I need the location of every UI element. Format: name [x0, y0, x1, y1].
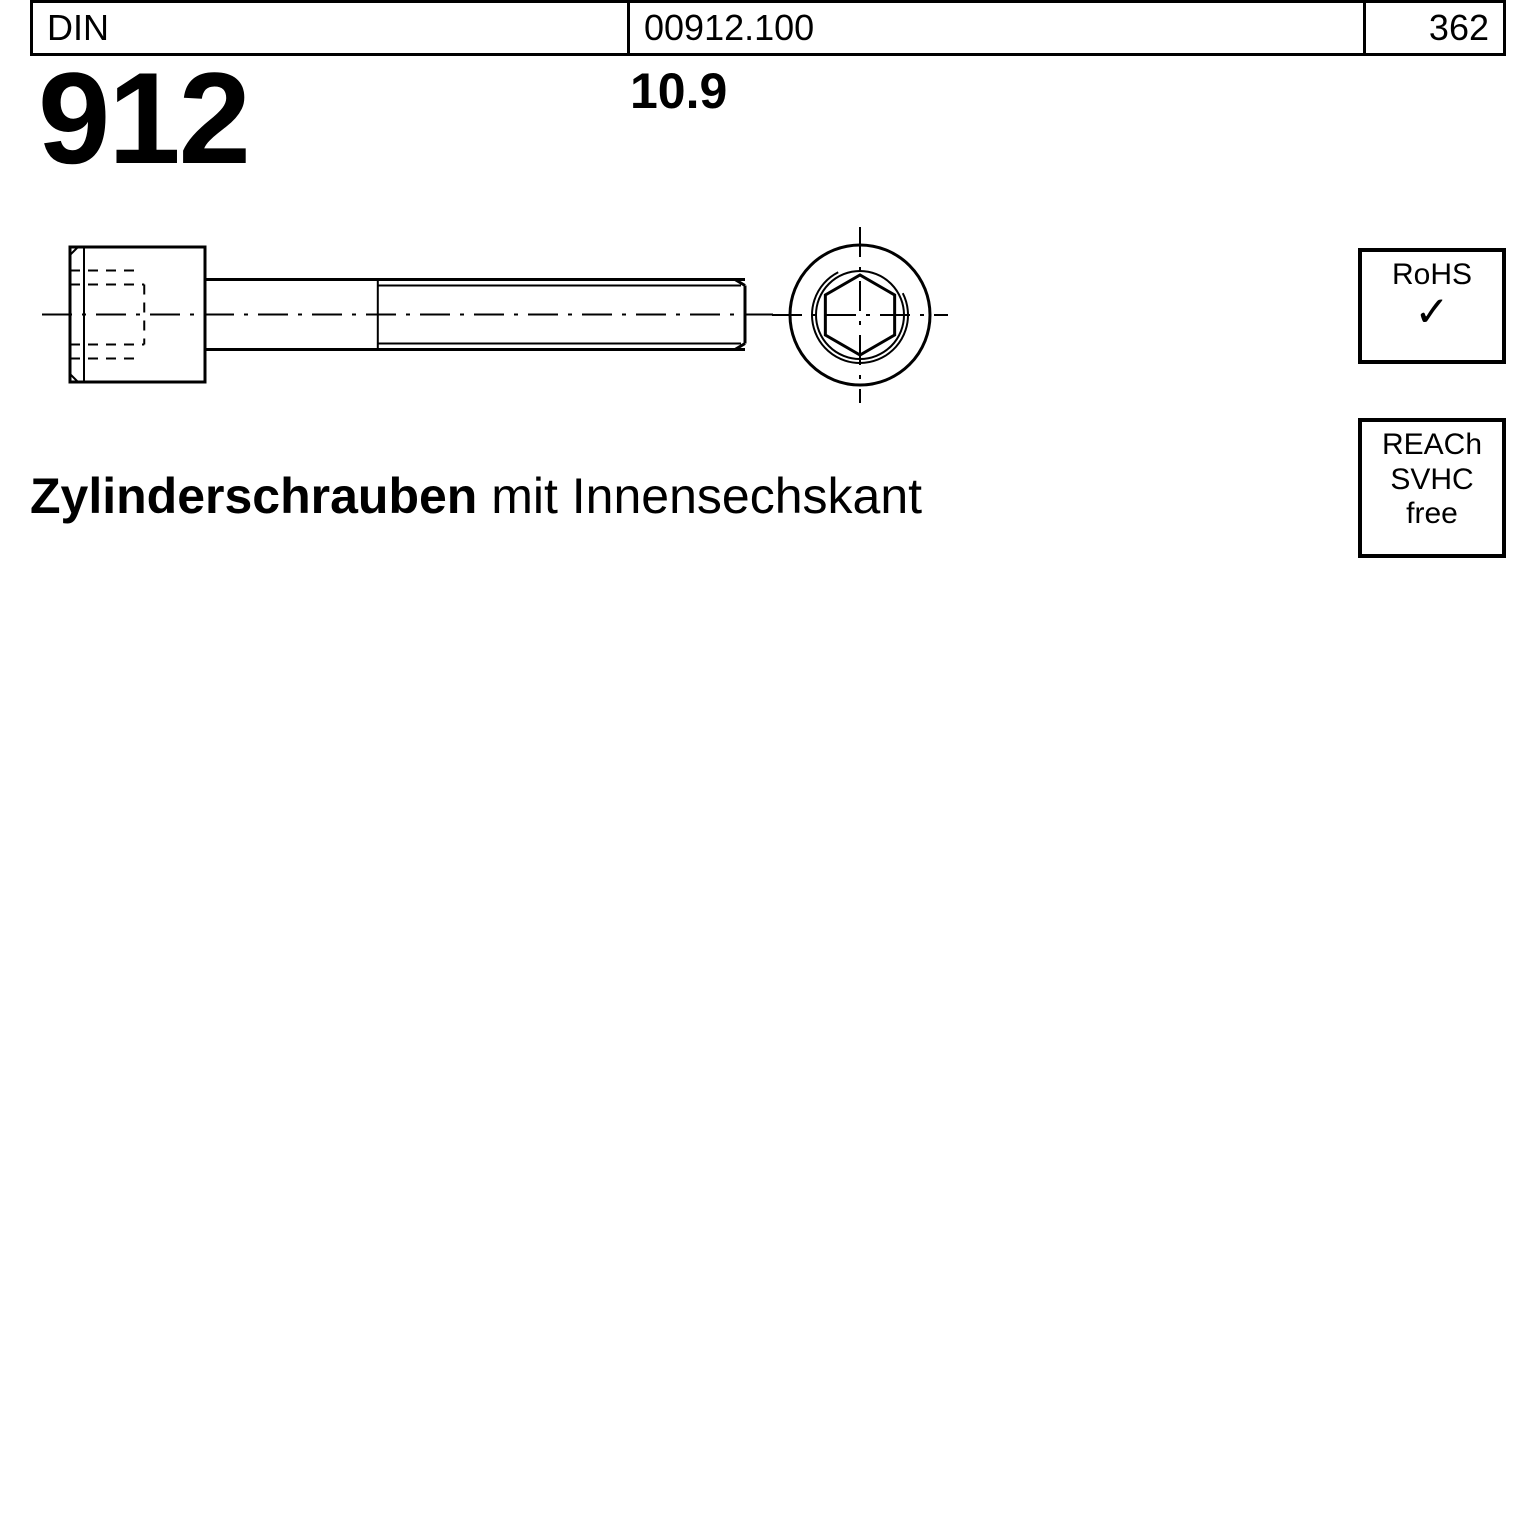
header-label-code: 00912.100	[630, 3, 1366, 53]
technical-drawing	[30, 217, 1506, 427]
reach-line3: free	[1366, 497, 1498, 532]
standard-number: 912	[30, 60, 630, 177]
description-rest: mit Innensechskant	[477, 468, 922, 524]
reach-line1: REACh	[1366, 428, 1498, 463]
sub-header-row: 912 10.9	[30, 56, 1506, 177]
reach-line2: SVHC	[1366, 463, 1498, 498]
strength-grade: 10.9	[630, 60, 727, 120]
reach-badge: REACh SVHC free	[1358, 418, 1506, 558]
header-row: DIN 00912.100 362	[30, 0, 1506, 56]
header-label-page: 362	[1366, 3, 1506, 53]
description-text: Zylinderschrauben mit Innensechskant	[30, 467, 922, 525]
description-row: Zylinderschrauben mit Innensechskant	[30, 467, 1506, 525]
rohs-badge: RoHS ✓	[1358, 248, 1506, 364]
check-icon: ✓	[1414, 295, 1449, 329]
description-bold: Zylinderschrauben	[30, 468, 477, 524]
